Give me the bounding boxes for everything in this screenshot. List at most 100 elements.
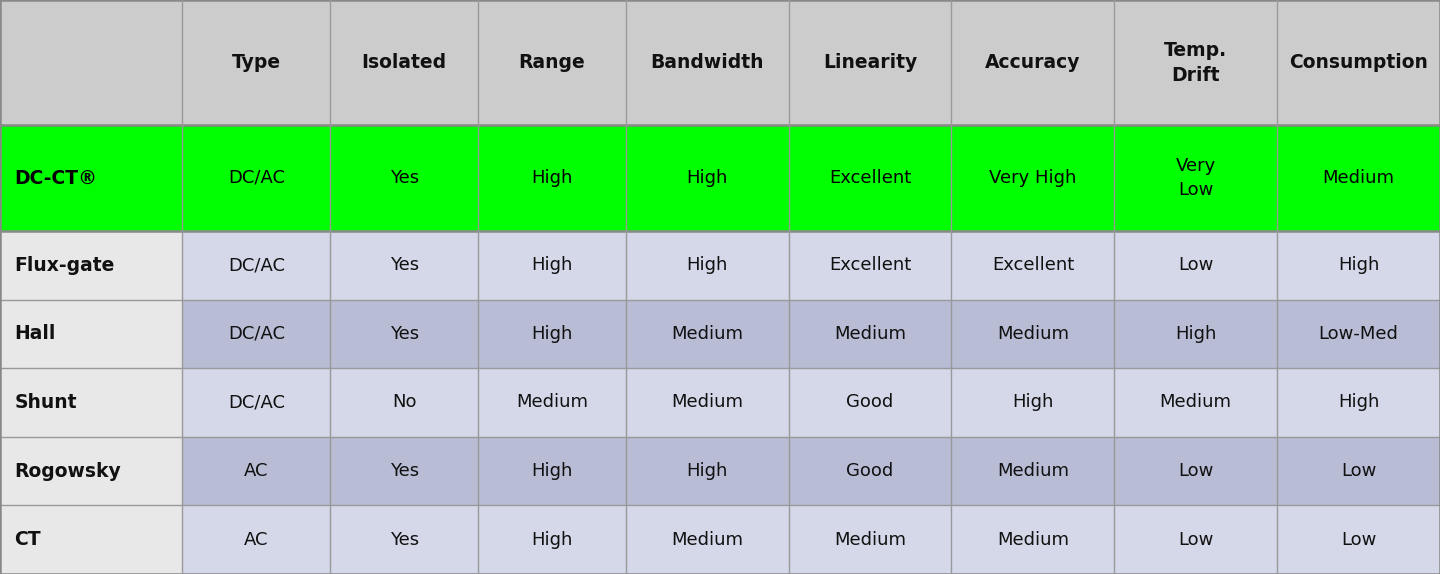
Text: Low: Low [1178,256,1214,274]
Text: High: High [531,531,573,549]
Text: Range: Range [518,53,585,72]
Bar [789,300,952,368]
Bar [330,231,478,300]
Bar [1115,437,1277,505]
Text: Medium: Medium [996,325,1068,343]
Text: Yes: Yes [390,531,419,549]
Bar [330,300,478,368]
Text: Medium: Medium [834,325,906,343]
Bar [789,0,952,125]
Bar [952,368,1115,437]
Bar [183,300,330,368]
Bar [478,0,626,125]
Bar [952,300,1115,368]
Bar [1115,0,1277,125]
Bar [183,231,330,300]
Bar [478,300,626,368]
Bar [0,125,183,231]
Bar [626,300,789,368]
Text: Temp.
Drift: Temp. Drift [1164,41,1227,84]
Bar [478,437,626,505]
Text: Medium: Medium [996,462,1068,480]
Text: Rogowsky: Rogowsky [14,461,121,480]
Text: Accuracy: Accuracy [985,53,1080,72]
Bar [1277,368,1440,437]
Text: Medium: Medium [671,531,743,549]
Text: Consumption: Consumption [1289,53,1428,72]
Bar [0,300,183,368]
Text: Low: Low [1178,462,1214,480]
Bar [330,505,478,574]
Text: High: High [531,256,573,274]
Bar [1277,437,1440,505]
Bar [1277,0,1440,125]
Text: High: High [687,169,729,187]
Bar [1277,231,1440,300]
Bar [478,505,626,574]
Text: High: High [687,256,729,274]
Bar [626,505,789,574]
Text: Shunt: Shunt [14,393,78,412]
Text: Medium: Medium [1159,393,1231,412]
Text: Medium: Medium [1322,169,1394,187]
Text: Yes: Yes [390,169,419,187]
Bar [1115,368,1277,437]
Text: DC/AC: DC/AC [228,325,285,343]
Bar [626,0,789,125]
Bar [478,125,626,231]
Bar [626,231,789,300]
Text: Isolated: Isolated [361,53,446,72]
Text: Low: Low [1178,531,1214,549]
Bar [789,368,952,437]
Bar [952,505,1115,574]
Text: High: High [531,462,573,480]
Text: Medium: Medium [516,393,588,412]
Text: High: High [1175,325,1217,343]
Bar [0,0,183,125]
Text: Type: Type [232,53,281,72]
Bar [478,368,626,437]
Bar [0,505,183,574]
Bar [952,125,1115,231]
Bar [789,505,952,574]
Text: Flux-gate: Flux-gate [14,255,115,275]
Text: Yes: Yes [390,256,419,274]
Text: AC: AC [243,531,268,549]
Bar [626,368,789,437]
Bar [1277,505,1440,574]
Text: AC: AC [243,462,268,480]
Text: No: No [392,393,416,412]
Bar [1277,300,1440,368]
Bar [952,231,1115,300]
Text: DC/AC: DC/AC [228,169,285,187]
Bar [478,231,626,300]
Bar [789,437,952,505]
Bar [1277,125,1440,231]
Text: Low-Med: Low-Med [1319,325,1398,343]
Text: Medium: Medium [671,393,743,412]
Text: Yes: Yes [390,462,419,480]
Bar [1115,231,1277,300]
Bar [952,437,1115,505]
Text: Low: Low [1341,462,1377,480]
Text: Very High: Very High [989,169,1077,187]
Text: Bandwidth: Bandwidth [651,53,765,72]
Text: Very
Low: Very Low [1175,157,1215,199]
Text: DC/AC: DC/AC [228,256,285,274]
Bar [789,125,952,231]
Bar [330,437,478,505]
Text: High: High [1338,393,1380,412]
Text: High: High [687,462,729,480]
Bar [1115,300,1277,368]
Text: High: High [1012,393,1054,412]
Text: Excellent: Excellent [829,256,912,274]
Bar [952,0,1115,125]
Text: CT: CT [14,530,42,549]
Text: High: High [531,325,573,343]
Text: Good: Good [847,393,894,412]
Text: DC-CT®: DC-CT® [14,169,98,188]
Bar [0,437,183,505]
Bar [330,125,478,231]
Text: Low: Low [1341,531,1377,549]
Text: High: High [1338,256,1380,274]
